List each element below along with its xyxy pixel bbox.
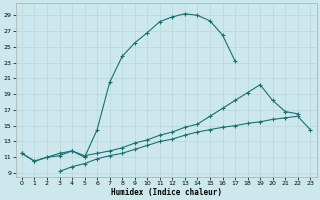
X-axis label: Humidex (Indice chaleur): Humidex (Indice chaleur)	[111, 188, 221, 197]
